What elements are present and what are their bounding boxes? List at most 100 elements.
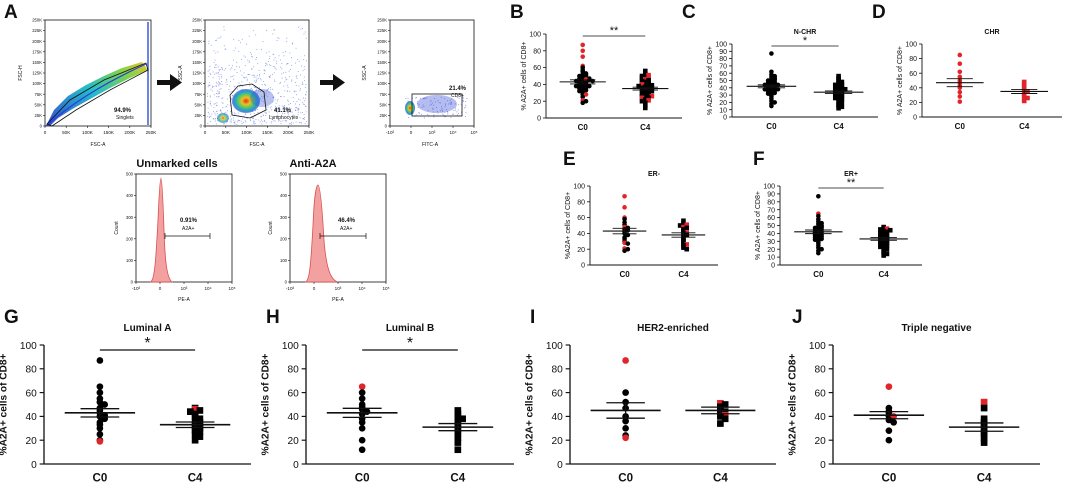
event-dot bbox=[284, 120, 286, 122]
data-point bbox=[980, 434, 988, 442]
event-dot bbox=[227, 121, 229, 122]
data-point bbox=[878, 227, 883, 232]
data-point bbox=[884, 251, 890, 257]
ytick-label: 125K bbox=[32, 71, 42, 76]
category-label: C0 bbox=[92, 471, 107, 484]
xtick-label: 10⁴ bbox=[204, 286, 211, 291]
ytick-label: 500 bbox=[280, 172, 288, 177]
event-dot bbox=[231, 111, 233, 113]
event-dot bbox=[295, 47, 297, 49]
event-dot bbox=[462, 97, 464, 99]
ytick-label: 40 bbox=[814, 412, 826, 423]
data-point bbox=[196, 433, 204, 440]
event-dot bbox=[225, 68, 227, 69]
event-dot bbox=[301, 81, 303, 83]
event-dot bbox=[207, 107, 209, 109]
ytick-label: 80 bbox=[287, 365, 299, 376]
event-dot bbox=[238, 40, 240, 42]
event-dot bbox=[241, 81, 243, 83]
event-dot bbox=[237, 112, 239, 114]
event-dot bbox=[280, 120, 282, 122]
event-dot bbox=[297, 107, 299, 109]
lymphocytes-xlabel: FSC-A bbox=[250, 142, 266, 148]
event-dot bbox=[260, 99, 262, 101]
data-point bbox=[980, 398, 988, 406]
event-dot bbox=[240, 84, 242, 86]
event-dot bbox=[423, 105, 425, 107]
data-point bbox=[839, 100, 845, 105]
ytick-label: 60 bbox=[719, 71, 727, 78]
event-dot bbox=[277, 93, 279, 94]
event-dot bbox=[215, 52, 217, 54]
data-point bbox=[639, 91, 645, 96]
event-dot bbox=[214, 120, 216, 122]
event-dot bbox=[440, 96, 442, 98]
event-dot bbox=[222, 97, 224, 99]
event-dot bbox=[264, 84, 266, 86]
event-dot bbox=[266, 63, 268, 65]
event-dot bbox=[219, 37, 221, 39]
event-dot bbox=[209, 66, 211, 67]
category-label: C0 bbox=[881, 471, 896, 484]
event-dot bbox=[252, 56, 253, 58]
data-point bbox=[636, 83, 641, 89]
ytick-label: 0 bbox=[200, 124, 203, 129]
event-dot bbox=[275, 110, 277, 112]
event-dot bbox=[255, 82, 257, 84]
event-dot bbox=[256, 57, 258, 58]
data-point bbox=[642, 92, 648, 97]
event-dot bbox=[234, 47, 236, 49]
y-axis-label: % A2A+ cells of CD8+ bbox=[897, 46, 904, 115]
event-dot bbox=[304, 68, 306, 70]
event-dot bbox=[274, 120, 276, 122]
data-point bbox=[836, 103, 841, 108]
panel-letter-j: J bbox=[792, 307, 803, 328]
data-point bbox=[622, 205, 627, 210]
lymphocytes-xticks: 0 50K 100K 150K 200K 250K bbox=[204, 126, 315, 135]
panel-letter-b: B bbox=[510, 2, 524, 23]
ytick-label: 100 bbox=[282, 341, 299, 352]
event-dot bbox=[220, 110, 222, 112]
data-point bbox=[681, 242, 686, 248]
event-dot bbox=[216, 113, 218, 115]
event-dot bbox=[295, 121, 297, 123]
event-dot bbox=[218, 73, 220, 75]
event-dot bbox=[250, 87, 252, 89]
event-dot bbox=[279, 83, 281, 84]
event-dot bbox=[210, 88, 212, 90]
category-label: C0 bbox=[578, 123, 589, 132]
data-point bbox=[642, 82, 648, 87]
data-point bbox=[580, 42, 586, 48]
event-dot bbox=[286, 41, 288, 43]
data-point bbox=[684, 222, 690, 228]
event-dot bbox=[253, 66, 255, 68]
ytick-label: 40 bbox=[577, 231, 585, 238]
singlets-gate-pct: 94.9% bbox=[114, 108, 132, 114]
y-axis-label: %A2A+ cells of CD8+ bbox=[787, 353, 798, 455]
event-dot bbox=[238, 115, 240, 117]
event-dot bbox=[246, 78, 248, 80]
event-dot bbox=[251, 68, 253, 70]
event-dot bbox=[221, 101, 223, 103]
event-dot bbox=[287, 100, 289, 102]
event-dot bbox=[262, 97, 264, 99]
event-dot bbox=[269, 55, 271, 57]
event-dot bbox=[429, 104, 431, 106]
y-axis-label: %A2A+ cells of CD8+ bbox=[524, 353, 535, 455]
event-dot bbox=[265, 92, 267, 94]
ytick-label: 200K bbox=[192, 39, 202, 44]
event-dot bbox=[236, 66, 238, 68]
data-point bbox=[642, 94, 648, 100]
event-dot bbox=[216, 111, 218, 113]
data-point bbox=[717, 420, 724, 427]
event-dot bbox=[207, 86, 209, 88]
event-dot bbox=[217, 51, 219, 53]
data-point bbox=[684, 242, 690, 247]
event-dot bbox=[209, 85, 211, 87]
event-dot bbox=[289, 91, 291, 93]
event-dot bbox=[213, 107, 215, 108]
chart-j: 0 20 40 60 80 100 %A2A+ cells of CD8+ Triple ne… bbox=[787, 323, 1040, 484]
ytick-label: 30 bbox=[719, 93, 727, 100]
ytick-label: 90 bbox=[719, 49, 727, 56]
event-dot bbox=[220, 109, 222, 111]
